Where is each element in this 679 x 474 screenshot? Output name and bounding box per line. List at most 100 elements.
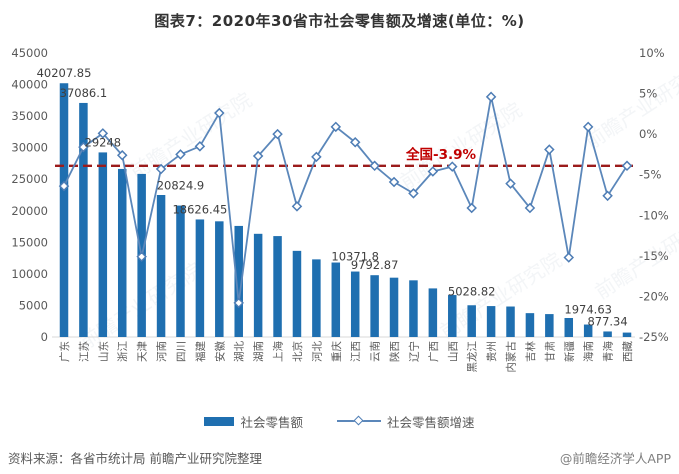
category-label: 福建 xyxy=(194,341,207,362)
axis-tick-label-right: 0% xyxy=(639,127,657,141)
axis-tick-label-left: 20000 xyxy=(11,204,48,218)
line-marker xyxy=(233,297,244,309)
line-marker xyxy=(252,150,264,162)
bar xyxy=(486,306,496,337)
category-label: 辽宁 xyxy=(407,341,420,362)
bar xyxy=(583,324,593,337)
bar xyxy=(564,318,574,337)
bar xyxy=(117,168,127,337)
line-marker xyxy=(78,141,89,153)
category-label: 青海 xyxy=(602,341,615,362)
bar-value-label: 877.34 xyxy=(587,314,627,328)
category-label: 贵州 xyxy=(485,341,498,362)
bar-value-label: 29248 xyxy=(85,135,122,149)
bar xyxy=(389,277,399,337)
line-marker xyxy=(58,180,70,192)
category-label: 浙江 xyxy=(117,341,129,362)
axis-tick-label-left: 30000 xyxy=(11,141,48,155)
bar xyxy=(312,259,321,337)
axis-tick-label-left: 35000 xyxy=(11,109,48,123)
category-label: 四川 xyxy=(175,341,187,362)
bar-value-label: 40207.85 xyxy=(37,66,92,80)
line-marker xyxy=(116,149,128,161)
credit-note: @前瞻经济学人APP xyxy=(559,451,671,466)
category-label: 安徽 xyxy=(213,341,226,362)
category-label: 山西 xyxy=(447,341,459,362)
axis-tick-label-left: 0 xyxy=(41,330,48,344)
bar xyxy=(156,195,166,337)
bar xyxy=(370,275,379,337)
bar-value-label: 10371.8 xyxy=(331,250,379,264)
category-label: 河北 xyxy=(311,341,323,362)
bar xyxy=(409,280,418,337)
line-marker xyxy=(272,128,283,140)
growth-line xyxy=(63,95,628,304)
axis-tick-label-right: 10% xyxy=(639,46,665,60)
bar xyxy=(331,262,341,337)
bar xyxy=(506,306,515,337)
bar xyxy=(59,83,69,337)
category-label: 湖北 xyxy=(234,341,246,362)
bar-value-label: 20824.9 xyxy=(157,179,205,193)
line-marker xyxy=(388,176,400,188)
national-annotation: 全国-3.9% xyxy=(405,146,477,163)
chart-canvas: 45000 40000 35000 30000 25000 20000 15000 10000… xyxy=(11,46,669,373)
axis-tick-label-left: 40000 xyxy=(11,78,48,92)
line-marker xyxy=(155,163,167,175)
category-label: 上海 xyxy=(272,341,285,362)
line-marker xyxy=(427,166,439,177)
axis-tick-label-left: 15000 xyxy=(11,235,48,249)
line-marker xyxy=(485,91,497,103)
bar xyxy=(428,288,438,337)
category-label: 江苏 xyxy=(77,341,90,362)
category-label: 北京 xyxy=(291,341,304,362)
chart-area: 45000 40000 35000 30000 25000 20000 15000 10000… xyxy=(11,46,669,373)
line-marker xyxy=(349,136,361,148)
bar xyxy=(467,305,476,337)
category-label: 湖南 xyxy=(252,341,265,362)
category-label: 天津 xyxy=(137,341,149,362)
line-marker xyxy=(447,161,458,172)
bar xyxy=(195,219,205,337)
chart-title: 图表7：2020年30省市社会零售额及增速(单位：%) xyxy=(154,12,525,30)
category-label: 内蒙古 xyxy=(505,341,518,373)
bar-value-label: 1974.63 xyxy=(564,303,612,317)
category-label: 广东 xyxy=(58,341,71,362)
chart-footer: 资料来源：各省市统计局 前瞻产业研究院整理 @前瞻经济学人APP xyxy=(0,444,679,474)
legend-label-growth: 社会零售额增速 xyxy=(387,414,475,430)
category-label: 陕西 xyxy=(388,341,401,362)
line-marker xyxy=(582,121,594,133)
bar xyxy=(350,271,360,337)
legend-item-retail: 社会零售额 xyxy=(204,412,303,431)
axis-tick-label-right: -15% xyxy=(639,249,669,263)
category-label: 重庆 xyxy=(330,341,343,362)
source-note: 资料来源：各省市统计局 前瞻产业研究院整理 xyxy=(8,451,262,466)
bar xyxy=(622,332,632,337)
line-marker xyxy=(602,190,613,202)
axis-tick-label-right: 5% xyxy=(639,87,657,101)
line-swatch-icon xyxy=(337,415,381,427)
bar-value-label: 5028.82 xyxy=(448,284,496,298)
legend-item-growth: 社会零售额增速 xyxy=(337,412,475,431)
category-label: 广西 xyxy=(428,341,440,362)
category-label: 海南 xyxy=(582,341,595,362)
bar xyxy=(292,250,302,337)
axis-tick-label-left: 25000 xyxy=(11,172,48,186)
bar xyxy=(215,221,224,337)
chart-legend: 社会零售额 社会零售额增速 xyxy=(0,409,679,433)
line-marker xyxy=(136,251,147,262)
line-marker xyxy=(175,149,186,160)
bar xyxy=(253,233,263,337)
bar xyxy=(273,236,282,337)
axis-tick-label-left: 10000 xyxy=(11,267,48,281)
bar-swatch-icon xyxy=(204,416,235,426)
line-marker xyxy=(408,188,419,199)
line-marker xyxy=(97,128,109,139)
bar xyxy=(525,313,535,337)
line-marker xyxy=(544,144,555,155)
line-marker xyxy=(466,202,477,214)
category-label: 云南 xyxy=(369,341,382,362)
line-marker xyxy=(311,151,322,163)
line-marker xyxy=(524,202,536,214)
line-marker xyxy=(194,141,206,152)
